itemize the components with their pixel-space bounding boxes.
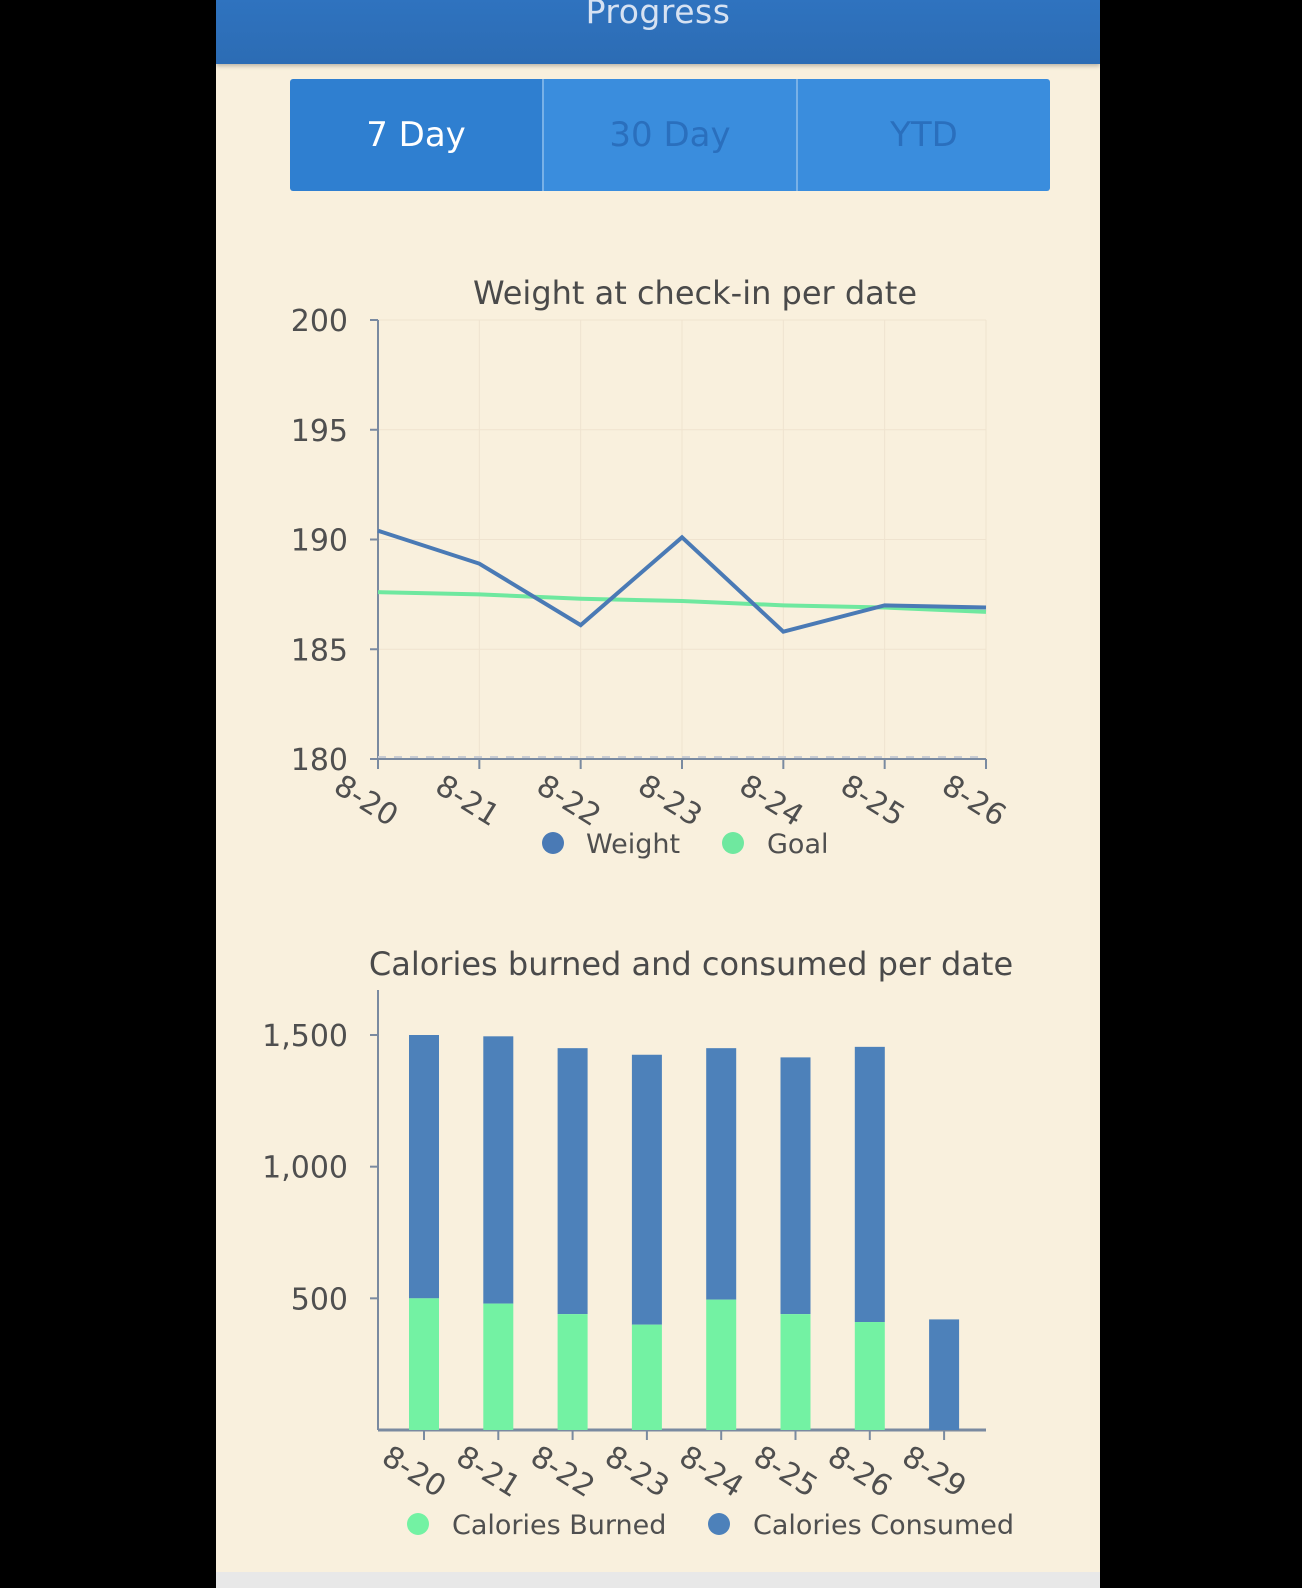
legend-label: Calories Consumed [753, 1510, 1014, 1541]
bar-calories-consumed [483, 1036, 514, 1304]
y-tick-label: 180 [291, 743, 348, 778]
bar-calories-consumed [631, 1054, 662, 1325]
x-tick-label: 8-29 [896, 1439, 972, 1505]
calorie-chart-title: Calories burned and consumed per date [369, 945, 1013, 983]
tab-7-day[interactable]: 7 Day [290, 79, 542, 191]
legend-marker [407, 1513, 429, 1535]
page-title: Progress [585, 0, 731, 31]
bar-calories-consumed [780, 1057, 811, 1315]
tab-30-day[interactable]: 30 Day [542, 79, 796, 191]
legend-marker [722, 832, 744, 854]
bar-calories-consumed [706, 1048, 737, 1300]
legend-marker [708, 1513, 730, 1535]
y-tick-label: 500 [291, 1282, 348, 1317]
y-tick-label: 1,500 [262, 1019, 348, 1054]
bar-calories-burned [557, 1314, 588, 1430]
tab-ytd[interactable]: YTD [796, 79, 1050, 191]
x-tick-label: 8-22 [530, 768, 606, 834]
x-tick-label: 8-24 [673, 1439, 749, 1505]
x-tick-label: 8-20 [376, 1439, 452, 1505]
bar-calories-consumed [854, 1046, 885, 1323]
bar-calories-burned [483, 1303, 514, 1430]
x-tick-label: 8-23 [599, 1439, 675, 1505]
bar-calories-consumed [557, 1048, 588, 1315]
x-tick-label: 8-25 [747, 1439, 823, 1505]
x-tick-label: 8-21 [450, 1439, 526, 1505]
y-tick-label: 200 [291, 304, 348, 339]
weight-chart-title: Weight at check-in per date [473, 274, 917, 312]
bar-calories-burned [780, 1314, 811, 1430]
app-header: Progress [216, 0, 1100, 64]
x-tick-label: 8-25 [834, 768, 910, 834]
x-tick-label: 8-26 [936, 768, 1012, 834]
bottom-tab-bar [216, 1572, 1100, 1588]
phone-screen: Progress 7 Day 30 Day YTD Weight at chec… [216, 0, 1100, 1588]
weight-chart: Weight at check-in per date 200 195 190 185… [291, 274, 1012, 860]
y-tick-label: 185 [291, 633, 348, 668]
bar-calories-burned [631, 1324, 662, 1430]
bar-calories-consumed [409, 1035, 439, 1299]
legend-label: Weight [586, 829, 680, 860]
calorie-chart: Calories burned and consumed per date 1,… [262, 945, 1014, 1541]
x-tick-label: 8-20 [328, 768, 404, 834]
range-tabs: 7 Day 30 Day YTD [290, 79, 1050, 191]
y-tick-label: 190 [291, 524, 348, 559]
legend-label: Calories Burned [452, 1510, 666, 1541]
x-tick-label: 8-26 [822, 1439, 898, 1505]
y-tick-label: 1,000 [262, 1151, 348, 1186]
bar-calories-consumed [929, 1319, 960, 1430]
legend-marker [542, 832, 564, 854]
y-tick-label: 195 [291, 414, 348, 449]
bar-calories-burned [409, 1298, 439, 1430]
legend-label: Goal [767, 829, 829, 860]
x-tick-label: 8-21 [429, 768, 505, 834]
x-tick-label: 8-22 [524, 1439, 600, 1505]
bar-calories-burned [854, 1322, 885, 1430]
bar-calories-burned [706, 1299, 737, 1430]
x-tick-label: 8-24 [733, 768, 809, 834]
x-tick-label: 8-23 [632, 768, 708, 834]
